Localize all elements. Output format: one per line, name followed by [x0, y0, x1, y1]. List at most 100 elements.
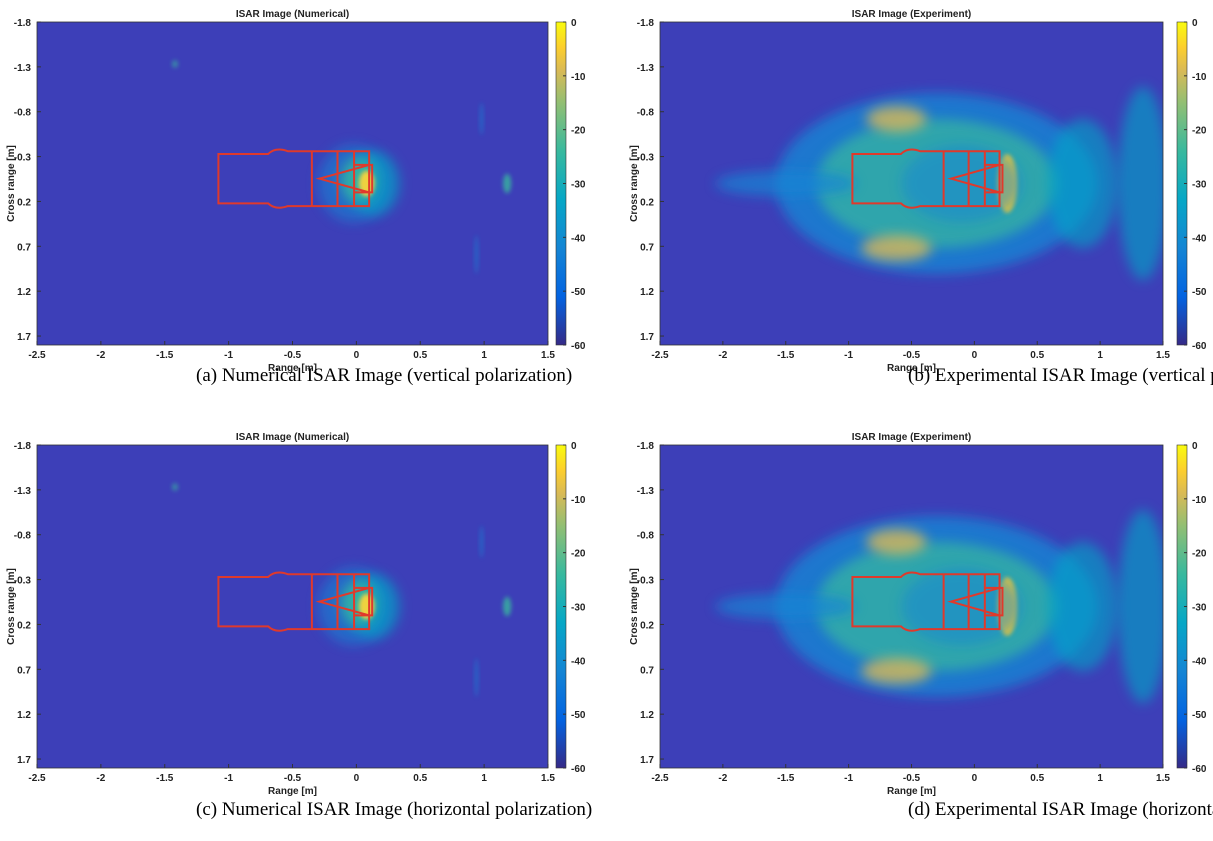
- y-tick-label: -1.8: [637, 18, 655, 29]
- y-tick-label: 0.2: [640, 197, 654, 208]
- colorbar-tick-label: -10: [1192, 495, 1207, 506]
- x-axis-label: Range [m]: [268, 363, 317, 374]
- x-tick-label: 1: [481, 350, 487, 361]
- colorbar-tick-label: -60: [1192, 341, 1207, 352]
- panel: -2.5 -2 -1.5 -1 -0.5 0 0.5 1 1.5 -1.8 -1.3 -0.8 -0.3…: [629, 9, 1207, 374]
- heatmap-blob: [503, 596, 512, 617]
- x-tick-label: -2.5: [651, 350, 669, 361]
- y-axis-label: Cross range [m]: [6, 568, 17, 645]
- x-tick-label: 0.5: [413, 773, 427, 784]
- y-tick-label: -0.3: [637, 576, 655, 587]
- x-tick-label: 0: [972, 350, 978, 361]
- heatmap-blob: [474, 235, 479, 274]
- y-tick-label: 1.7: [640, 332, 654, 343]
- caption: (a) Numerical ISAR Image (vertical polar…: [196, 365, 572, 386]
- x-tick-label: -2.5: [28, 350, 46, 361]
- x-axis-label: Range [m]: [887, 786, 936, 797]
- colorbar-tick-label: -10: [571, 495, 586, 506]
- caption: (c) Numerical ISAR Image (horizontal pol…: [196, 799, 592, 820]
- y-tick-label: 0.2: [640, 620, 654, 631]
- colorbar-tick-label: -20: [571, 126, 586, 137]
- heatmap-blob: [171, 483, 179, 491]
- x-tick-label: 1: [481, 773, 487, 784]
- panel: -2.5 -2 -1.5 -1 -0.5 0 0.5 1 1.5 -1.8 -1.3 -0.8 -0.3…: [629, 432, 1207, 797]
- x-tick-label: -1: [224, 773, 233, 784]
- vehicle-outline: [217, 571, 371, 632]
- vehicle-outline: [217, 148, 371, 209]
- y-tick-label: -1.3: [637, 63, 655, 74]
- colorbar-tick-label: -40: [1192, 233, 1207, 244]
- vehicle-outline: [315, 586, 374, 617]
- x-tick-label: 1: [1097, 350, 1103, 361]
- y-tick-label: 0.7: [640, 665, 654, 676]
- y-tick-label: -1.8: [14, 441, 32, 452]
- x-tick-label: -2.5: [651, 773, 669, 784]
- heatmap-blob: [866, 105, 927, 132]
- y-tick-label: 1.7: [17, 332, 31, 343]
- y-tick-label: 0.7: [640, 242, 654, 253]
- x-tick-label: 1.5: [541, 773, 555, 784]
- heatmap-blob: [1117, 86, 1163, 281]
- colorbar-tick-label: -20: [571, 549, 586, 560]
- heatmap-blob: [474, 658, 479, 697]
- heatmap-background: [37, 445, 548, 768]
- chart-title: ISAR Image (Experiment): [852, 9, 971, 20]
- x-tick-label: 0: [972, 773, 978, 784]
- colorbar-tick-label: -30: [571, 180, 586, 191]
- x-tick-label: 1.5: [541, 350, 555, 361]
- colorbar-tick-label: -30: [1192, 603, 1207, 614]
- y-tick-label: -0.8: [637, 108, 655, 119]
- heatmap-blob: [861, 658, 932, 685]
- vehicle-outline: [315, 163, 374, 194]
- x-tick-label: 1.5: [1156, 350, 1170, 361]
- y-tick-label: -0.3: [14, 153, 32, 164]
- colorbar-tick-label: -40: [571, 233, 586, 244]
- heatmap-blob: [479, 525, 484, 559]
- heatmap-blob: [479, 102, 484, 136]
- colorbar-tick-label: -60: [571, 341, 586, 352]
- y-tick-label: -0.8: [14, 531, 32, 542]
- vehicle-outline: [851, 571, 1001, 632]
- chart-title: ISAR Image (Experiment): [852, 432, 971, 443]
- y-tick-label: 1.7: [17, 755, 31, 766]
- colorbar-tick-label: 0: [1192, 441, 1198, 452]
- colorbar-tick-label: 0: [571, 441, 577, 452]
- y-tick-label: 1.2: [17, 287, 31, 298]
- x-tick-label: 1: [1097, 773, 1103, 784]
- heatmap-blob: [1117, 509, 1163, 704]
- heatmap-blob: [861, 235, 932, 262]
- heatmap-blob: [715, 170, 857, 197]
- x-tick-label: -1.5: [777, 350, 795, 361]
- y-tick-label: 1.2: [640, 287, 654, 298]
- chart-title: ISAR Image (Numerical): [236, 9, 349, 20]
- y-tick-label: 0.7: [17, 665, 31, 676]
- colorbar-tick-label: -10: [571, 72, 586, 83]
- y-tick-label: 1.7: [640, 755, 654, 766]
- x-tick-label: -1.5: [156, 773, 174, 784]
- heatmap-blob: [901, 567, 1023, 646]
- y-tick-label: 0.2: [17, 197, 31, 208]
- y-tick-label: -1.3: [14, 486, 32, 497]
- colorbar-tick-label: -60: [571, 764, 586, 775]
- y-tick-label: -1.3: [14, 63, 32, 74]
- x-tick-label: -0.5: [284, 773, 302, 784]
- colorbar-tick-label: 0: [1192, 18, 1198, 29]
- colorbar-tick-label: -40: [1192, 656, 1207, 667]
- x-tick-label: -2.5: [28, 773, 46, 784]
- y-tick-label: 1.2: [640, 710, 654, 721]
- y-axis-label: Cross range [m]: [629, 145, 640, 222]
- y-tick-label: -0.8: [14, 108, 32, 119]
- x-tick-label: -1: [224, 350, 233, 361]
- x-axis-label: Range [m]: [887, 363, 936, 374]
- y-tick-label: 0.2: [17, 620, 31, 631]
- y-tick-label: -0.3: [637, 153, 655, 164]
- y-tick-label: -0.8: [637, 531, 655, 542]
- heatmap-background: [37, 22, 548, 345]
- colorbar-tick-label: -10: [1192, 72, 1207, 83]
- panel: -2.5 -2 -1.5 -1 -0.5 0 0.5 1 1.5 -1.8 -1.3 -0.8 -0.3…: [6, 432, 586, 797]
- chart-title: ISAR Image (Numerical): [236, 432, 349, 443]
- panel: -2.5 -2 -1.5 -1 -0.5 0 0.5 1 1.5 -1.8 -1.3 -0.8 -0.3…: [6, 9, 586, 374]
- y-tick-label: 1.2: [17, 710, 31, 721]
